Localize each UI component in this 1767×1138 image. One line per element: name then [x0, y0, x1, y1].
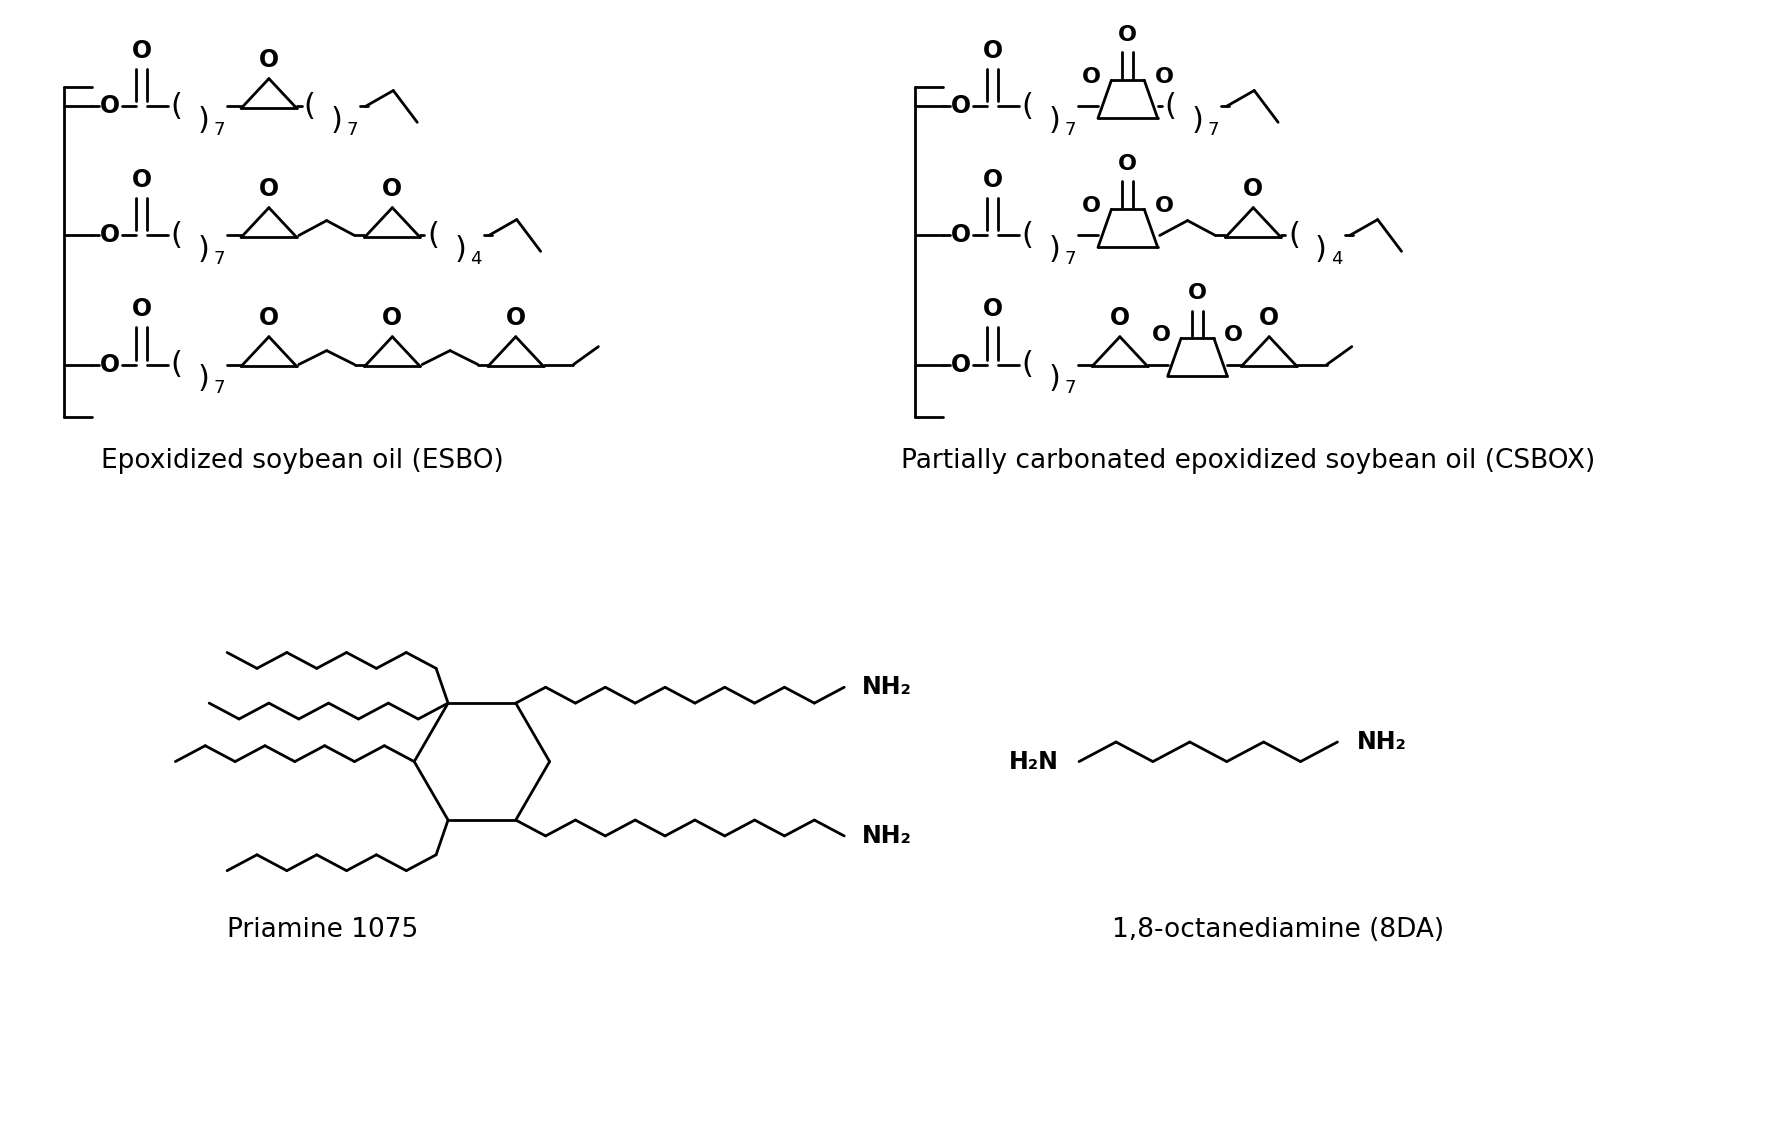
- Text: O: O: [1119, 25, 1138, 44]
- Text: (: (: [170, 221, 182, 250]
- Text: O: O: [382, 176, 403, 200]
- Text: O: O: [258, 176, 279, 200]
- Text: 7: 7: [214, 379, 224, 397]
- Text: 4: 4: [1331, 250, 1343, 269]
- Text: O: O: [99, 94, 120, 118]
- Text: 7: 7: [1064, 250, 1076, 269]
- Text: O: O: [1225, 325, 1244, 345]
- Text: O: O: [1154, 67, 1173, 88]
- Text: ): ): [1048, 364, 1060, 394]
- Text: 1,8-octanediamine (8DA): 1,8-octanediamine (8DA): [1111, 917, 1444, 943]
- Text: 7: 7: [214, 122, 224, 139]
- Text: (: (: [170, 92, 182, 121]
- Text: NH₂: NH₂: [862, 824, 912, 848]
- Text: ): ): [1048, 106, 1060, 135]
- Text: (: (: [1164, 92, 1177, 121]
- Text: (: (: [1021, 351, 1034, 379]
- Text: O: O: [1154, 196, 1173, 216]
- Text: O: O: [1152, 325, 1172, 345]
- Text: (: (: [170, 351, 182, 379]
- Text: (: (: [428, 221, 438, 250]
- Text: 7: 7: [1064, 379, 1076, 397]
- Text: O: O: [1187, 282, 1207, 303]
- Text: 7: 7: [214, 250, 224, 269]
- Text: 7: 7: [1207, 122, 1219, 139]
- Text: O: O: [505, 306, 527, 330]
- Text: ): ): [330, 106, 343, 135]
- Text: O: O: [1110, 306, 1129, 330]
- Text: H₂N: H₂N: [1009, 750, 1058, 774]
- Text: (: (: [1288, 221, 1301, 250]
- Text: ): ): [1315, 236, 1327, 264]
- Text: ): ): [198, 106, 209, 135]
- Text: (: (: [304, 92, 316, 121]
- Text: O: O: [982, 39, 1002, 63]
- Text: O: O: [258, 48, 279, 72]
- Text: Epoxidized soybean oil (ESBO): Epoxidized soybean oil (ESBO): [101, 447, 504, 473]
- Text: O: O: [1081, 67, 1101, 88]
- Text: O: O: [99, 223, 120, 247]
- Text: O: O: [131, 168, 152, 192]
- Text: ): ): [198, 364, 209, 394]
- Text: O: O: [1244, 176, 1263, 200]
- Text: ): ): [198, 236, 209, 264]
- Text: 4: 4: [470, 250, 482, 269]
- Text: O: O: [951, 223, 970, 247]
- Text: ): ): [454, 236, 466, 264]
- Text: (: (: [1021, 221, 1034, 250]
- Text: Priamine 1075: Priamine 1075: [226, 917, 419, 943]
- Text: NH₂: NH₂: [862, 675, 912, 699]
- Text: O: O: [982, 168, 1002, 192]
- Text: (: (: [1021, 92, 1034, 121]
- Text: O: O: [951, 94, 970, 118]
- Text: O: O: [951, 353, 970, 377]
- Text: O: O: [1119, 154, 1138, 174]
- Text: O: O: [99, 353, 120, 377]
- Text: O: O: [258, 306, 279, 330]
- Text: 7: 7: [346, 122, 359, 139]
- Text: O: O: [1081, 196, 1101, 216]
- Text: O: O: [1260, 306, 1279, 330]
- Text: O: O: [131, 39, 152, 63]
- Text: NH₂: NH₂: [1357, 729, 1407, 754]
- Text: O: O: [382, 306, 403, 330]
- Text: Partially carbonated epoxidized soybean oil (CSBOX): Partially carbonated epoxidized soybean …: [901, 447, 1596, 473]
- Text: 7: 7: [1064, 122, 1076, 139]
- Text: ): ): [1191, 106, 1203, 135]
- Text: ): ): [1048, 236, 1060, 264]
- Text: O: O: [131, 297, 152, 321]
- Text: O: O: [982, 297, 1002, 321]
